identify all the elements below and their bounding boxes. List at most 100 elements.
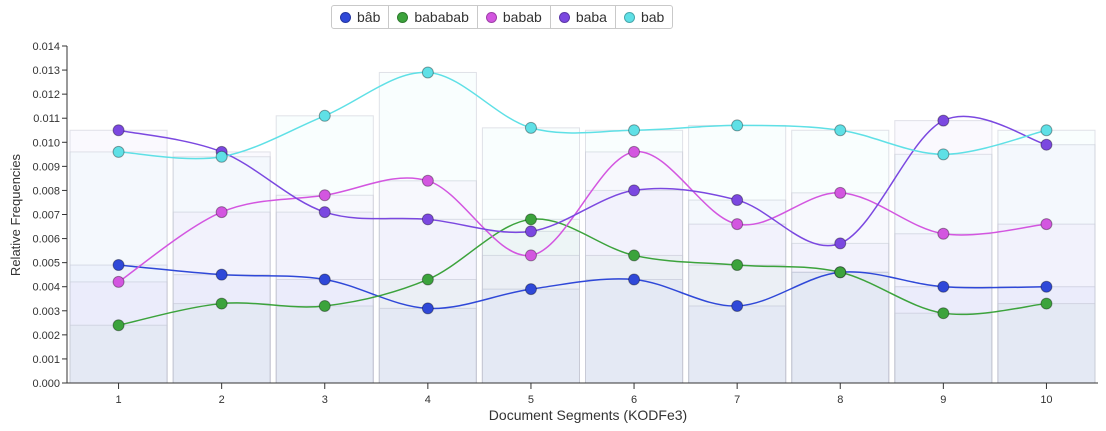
data-point [937, 148, 950, 161]
series-swatch-icon [623, 11, 635, 23]
series-swatch-icon [558, 11, 570, 23]
data-point [1040, 297, 1053, 310]
y-tick-label: 0.006 [32, 234, 60, 246]
data-point [937, 307, 950, 320]
data-point [834, 186, 847, 199]
data-point [834, 266, 847, 279]
legend-item-bab-circumflex[interactable]: bâb [332, 6, 390, 28]
data-point [731, 299, 744, 312]
background-bar [378, 71, 477, 384]
data-point [318, 273, 331, 286]
data-point [112, 124, 125, 137]
legend-label: babab [502, 9, 542, 25]
data-point [834, 237, 847, 250]
y-tick-label: 0.013 [32, 65, 60, 77]
data-point [215, 150, 228, 163]
data-point [731, 218, 744, 231]
data-point [215, 206, 228, 219]
data-point [112, 275, 125, 288]
data-point [421, 174, 434, 187]
data-point [421, 302, 434, 315]
x-axis-label: Document Segments (KODFe3) [489, 407, 687, 423]
data-point [628, 124, 641, 137]
x-tick-label: 9 [940, 394, 946, 406]
data-point [1040, 218, 1053, 231]
axes-layer: 0.000 0.001 0.002 0.003 0.004 0.005 0.006 0.007… [32, 41, 1098, 406]
y-axis-label: Relative Frequencies [8, 153, 23, 276]
data-point [524, 225, 537, 238]
data-point [1040, 124, 1053, 137]
data-point [937, 114, 950, 127]
x-tick-label: 2 [219, 394, 225, 406]
data-point [524, 249, 537, 262]
series-points-layer [112, 66, 1053, 332]
series-line [118, 71, 1047, 160]
data-point [1040, 138, 1053, 151]
x-tick-label: 5 [528, 394, 534, 406]
data-point [112, 259, 125, 272]
data-point [524, 121, 537, 134]
x-tick-label: 8 [837, 394, 843, 406]
data-point [731, 119, 744, 132]
y-tick-label: 0.009 [32, 161, 60, 173]
y-tick-label: 0.005 [32, 258, 60, 270]
data-point [318, 109, 331, 122]
x-tick-label: 6 [631, 394, 637, 406]
data-point [937, 280, 950, 293]
background-bar [997, 129, 1096, 384]
x-tick-label: 3 [322, 394, 328, 406]
legend-label: bab [640, 9, 665, 25]
data-point [215, 297, 228, 310]
data-point [628, 273, 641, 286]
data-point [731, 194, 744, 207]
x-tick-label: 10 [1040, 394, 1052, 406]
x-tick-label: 7 [734, 394, 740, 406]
y-tick-label: 0.012 [32, 89, 60, 101]
legend-item-bababab[interactable]: bababab [389, 6, 478, 28]
y-tick-label: 0.000 [32, 378, 60, 390]
y-tick-label: 0.014 [32, 41, 60, 53]
y-tick-label: 0.003 [32, 306, 60, 318]
series-swatch-icon [340, 11, 351, 23]
background-bar [894, 153, 993, 384]
legend-label: bâb [357, 9, 381, 25]
legend-item-babab[interactable]: babab [478, 6, 551, 28]
series-lines-layer [118, 71, 1047, 326]
data-point [318, 299, 331, 312]
series-line [118, 115, 1047, 247]
y-tick-label: 0.002 [32, 330, 60, 342]
data-point [524, 213, 537, 226]
y-tick-label: 0.010 [32, 137, 60, 149]
y-tick-label: 0.011 [33, 113, 60, 125]
legend-label: bababab [414, 9, 469, 25]
data-point [318, 189, 331, 202]
background-bar [791, 129, 890, 384]
series-swatch-icon [397, 11, 409, 23]
data-point [628, 249, 641, 262]
data-point [112, 319, 125, 332]
y-tick-label: 0.004 [32, 282, 60, 294]
background-bar [688, 124, 787, 384]
data-point [1040, 280, 1053, 293]
data-point [937, 227, 950, 240]
series-line [118, 264, 1047, 310]
data-point [112, 145, 125, 158]
legend-item-bab[interactable]: bab [616, 6, 672, 28]
data-point [524, 283, 537, 296]
data-point [628, 184, 641, 197]
data-point [628, 145, 641, 158]
legend-label: baba [575, 9, 607, 25]
series-line [118, 218, 1047, 326]
background-bar [275, 115, 374, 384]
data-point [834, 124, 847, 137]
data-point [421, 213, 434, 226]
legend-item-baba[interactable]: baba [551, 6, 616, 28]
x-tick-label: 1 [115, 394, 121, 406]
legend: bâb bababab babab baba bab [331, 5, 674, 29]
data-point [215, 268, 228, 281]
y-tick-label: 0.008 [32, 185, 60, 197]
data-point [731, 259, 744, 272]
y-tick-label: 0.001 [32, 354, 60, 366]
y-tick-label: 0.007 [32, 210, 60, 222]
